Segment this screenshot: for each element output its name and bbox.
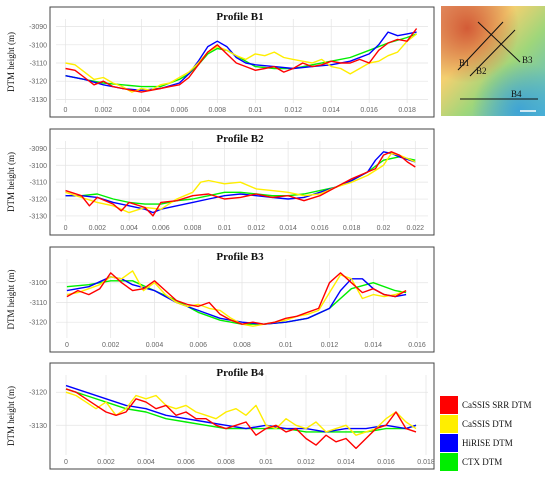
map-label-b3: B3 xyxy=(522,55,533,65)
y-tick-label: -3110 xyxy=(30,61,47,68)
map-label-b1: B1 xyxy=(459,58,470,68)
series-line-hirise-dtm xyxy=(65,31,417,91)
legend-label-ctx: CTX DTM xyxy=(462,457,502,467)
panel-profile-b2: -3090 -3100 -3110 -3120 -3130 0 0.002 0.004 0.00… xyxy=(6,128,435,236)
panel-profile-b4: -3120 -3130 0 0.002 0.004 0.006 0.008 0.01 0.012… xyxy=(6,362,435,470)
y-tick-label: -3120 xyxy=(29,390,47,397)
x-tick-label: 0.012 xyxy=(321,342,339,349)
y-tick-label: -3100 xyxy=(29,280,47,287)
panel-profile-b3-title: Profile B3 xyxy=(216,251,264,263)
x-tick-label: 0.008 xyxy=(217,459,235,466)
panel-profile-b1-title: Profile B1 xyxy=(216,11,263,23)
map-profile-line-b2 xyxy=(469,29,516,77)
x-tick-label: 0.008 xyxy=(233,342,251,349)
y-tick-label: -3090 xyxy=(29,24,47,31)
series-line-cassis-srr-dtm xyxy=(65,28,418,93)
x-tick-label: 0.004 xyxy=(146,342,164,349)
legend-swatch-ctx xyxy=(440,453,458,471)
x-tick-label: 0.002 xyxy=(102,342,120,349)
series-line-cassis-dtm xyxy=(65,391,417,436)
panel-profile-b3-y-axis-label: DTM height (m) xyxy=(6,270,16,330)
x-tick-label: 0.01 xyxy=(279,342,293,349)
map-label-b2: B2 xyxy=(476,66,487,76)
x-tick-label: 0.014 xyxy=(365,342,383,349)
y-tick-label: -3130 xyxy=(29,97,47,104)
legend-swatch-hirise xyxy=(440,434,458,452)
panel-profile-b3: -3100 -3110 -3120 0 0.002 0.004 0.006 0.008 0.01… xyxy=(6,246,435,353)
map-profile-line-b1 xyxy=(457,21,504,71)
legend-swatch-cassis-srr xyxy=(440,396,458,414)
panel-profile-b1: -3090 -3100 -3110 -3120 -3130 0 0.002 0.004 0.00… xyxy=(6,6,435,118)
series-line-cassis-dtm xyxy=(65,152,416,214)
x-tick-label: 0.012 xyxy=(297,459,315,466)
x-tick-label: 0.004 xyxy=(137,459,155,466)
x-tick-label: 0.012 xyxy=(248,225,266,232)
series-line-cassis-srr-dtm xyxy=(66,272,407,325)
legend-swatch-cassis xyxy=(440,415,458,433)
x-tick-label: 0.022 xyxy=(407,225,425,232)
x-tick-label: 0.002 xyxy=(97,459,115,466)
x-tick-label: 0.006 xyxy=(171,107,189,114)
y-tick-label: -3120 xyxy=(29,197,47,204)
y-tick-label: -3090 xyxy=(29,146,47,153)
x-tick-label: 0.018 xyxy=(398,107,416,114)
x-tick-label: 0 xyxy=(64,459,68,466)
inset-map: B1 B2 B3 B4 xyxy=(441,6,545,116)
x-tick-label: 0.018 xyxy=(343,225,361,232)
x-tick-label: 0.012 xyxy=(284,107,302,114)
panel-profile-b4-frame xyxy=(49,362,435,470)
y-tick-label: -3110 xyxy=(30,180,47,187)
y-tick-label: -3130 xyxy=(29,423,47,430)
x-tick-label: 0.01 xyxy=(248,107,262,114)
x-tick-label: 0.004 xyxy=(133,107,151,114)
panel-profile-b1-y-axis-label: DTM height (m) xyxy=(6,32,16,92)
x-tick-label: 0.018 xyxy=(417,459,435,466)
x-tick-label: 0.016 xyxy=(311,225,329,232)
x-tick-label: 0.008 xyxy=(184,225,202,232)
x-tick-label: 0.006 xyxy=(189,342,207,349)
x-tick-label: 0.002 xyxy=(95,107,113,114)
y-tick-label: -3110 xyxy=(30,300,47,307)
panel-profile-b4-y-axis-label: DTM height (m) xyxy=(6,386,16,446)
y-tick-label: -3120 xyxy=(29,79,47,86)
x-tick-label: 0.014 xyxy=(322,107,340,114)
legend: CaSSIS SRR DTM CaSSIS DTM HiRISE DTM CTX… xyxy=(440,396,532,471)
map-profile-line-b3 xyxy=(477,21,521,63)
panel-profile-b4-title: Profile B4 xyxy=(216,367,264,379)
x-tick-label: 0 xyxy=(64,107,68,114)
series-line-hirise-dtm xyxy=(65,384,417,433)
x-tick-label: 0.016 xyxy=(360,107,378,114)
y-tick-label: -3130 xyxy=(29,213,47,220)
panel-profile-b2-title: Profile B2 xyxy=(216,133,264,145)
x-tick-label: 0.006 xyxy=(177,459,195,466)
series-line-cassis-srr-dtm xyxy=(65,388,417,450)
series-line-cassis-dtm xyxy=(66,270,407,327)
x-tick-label: 0 xyxy=(65,342,69,349)
y-tick-label: -3120 xyxy=(29,320,47,327)
x-tick-label: 0.008 xyxy=(209,107,227,114)
panel-profile-b2-y-axis-label: DTM height (m) xyxy=(6,152,16,212)
y-tick-label: -3100 xyxy=(29,163,47,170)
x-tick-label: 0.004 xyxy=(120,225,138,232)
x-tick-label: 0.014 xyxy=(337,459,355,466)
series-line-cassis-srr-dtm xyxy=(65,151,416,217)
legend-label-hirise: HiRISE DTM xyxy=(462,438,513,448)
x-tick-label: 0.002 xyxy=(89,225,107,232)
legend-label-cassis: CaSSIS DTM xyxy=(462,419,512,429)
legend-label-cassis-srr: CaSSIS SRR DTM xyxy=(462,400,532,410)
map-label-b4: B4 xyxy=(511,89,522,99)
series-line-hirise-dtm xyxy=(65,151,416,214)
x-tick-label: 0.006 xyxy=(152,225,170,232)
y-tick-label: -3100 xyxy=(29,42,47,49)
series-line-cassis-dtm xyxy=(65,33,418,93)
x-tick-label: 0.01 xyxy=(218,225,232,232)
x-tick-label: 0.016 xyxy=(408,342,426,349)
x-tick-label: 0.014 xyxy=(279,225,297,232)
x-tick-label: 0.016 xyxy=(377,459,395,466)
x-tick-label: 0 xyxy=(64,225,68,232)
x-tick-label: 0.01 xyxy=(259,459,273,466)
x-tick-label: 0.02 xyxy=(377,225,391,232)
